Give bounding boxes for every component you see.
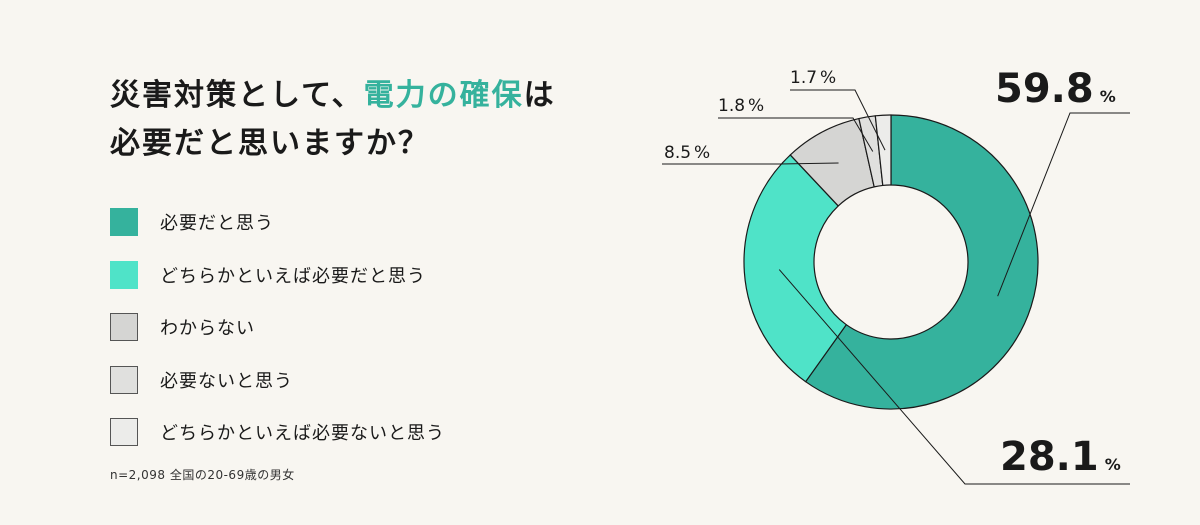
legend-item: どちらかといえば必要ないと思う [110, 417, 445, 447]
data-label: 1.8% [718, 96, 764, 116]
donut-slice [743, 154, 847, 383]
data-label: 28.1% [1000, 434, 1121, 480]
leader-line [778, 269, 1130, 485]
leader-line [790, 89, 886, 151]
sample-note: n=2,098 全国の20-69歳の男女 [110, 468, 295, 482]
data-label-unit: % [694, 143, 710, 163]
chart-title-line-1: 災害対策として、電力の確保は [110, 72, 556, 120]
legend: 必要だと思う どちらかといえば必要だと思う わからない 必要ないと思う どちらか… [110, 207, 445, 470]
donut-slice [805, 114, 1039, 410]
data-label-unit: % [820, 68, 836, 88]
legend-item: わからない [110, 312, 445, 342]
legend-label: どちらかといえば必要ないと思う [160, 423, 445, 444]
title-prefix: 災害対策として、 [110, 78, 364, 113]
chart-title: 災害対策として、電力の確保は 必要だと思いますか？ [110, 72, 556, 168]
title-suffix: は [523, 78, 556, 113]
legend-label: わからない [160, 318, 255, 339]
data-label-unit: % [1100, 87, 1116, 106]
legend-label: 必要ないと思う [160, 370, 293, 392]
legend-label: どちらかといえば必要だと思う [160, 265, 426, 287]
donut-slice [874, 114, 892, 187]
leader-line [662, 162, 839, 165]
title-highlight: 電力の確保 [363, 78, 524, 113]
data-label: 1.7% [790, 68, 836, 88]
data-label: 8.5% [664, 143, 710, 163]
legend-swatch [110, 208, 138, 236]
legend-item: 必要ないと思う [110, 365, 445, 395]
legend-swatch [110, 313, 138, 341]
data-label-unit: % [1105, 455, 1121, 474]
legend-label: 必要だと思う [160, 213, 274, 234]
legend-swatch [110, 365, 138, 394]
legend-item: 必要だと思う [110, 207, 445, 237]
data-label-unit: % [748, 96, 764, 116]
leader-line [718, 117, 874, 152]
legend-swatch [110, 260, 138, 289]
legend-item: どちらかといえば必要だと思う [110, 260, 445, 290]
legend-swatch [110, 418, 138, 446]
data-label: 59.8% [995, 66, 1116, 112]
chart-title-line-2: 必要だと思いますか？ [110, 126, 430, 161]
leader-line [997, 112, 1130, 297]
